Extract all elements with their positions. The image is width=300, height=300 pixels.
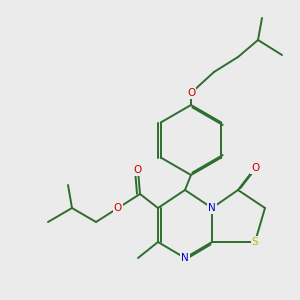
Text: N: N — [181, 253, 189, 263]
Text: O: O — [134, 165, 142, 175]
Text: O: O — [251, 163, 259, 173]
Text: O: O — [187, 88, 195, 98]
Text: O: O — [114, 203, 122, 213]
Text: O: O — [187, 88, 195, 98]
Text: O: O — [114, 203, 122, 213]
Text: O: O — [134, 165, 142, 175]
Text: S: S — [252, 237, 258, 247]
Text: N: N — [208, 203, 216, 213]
